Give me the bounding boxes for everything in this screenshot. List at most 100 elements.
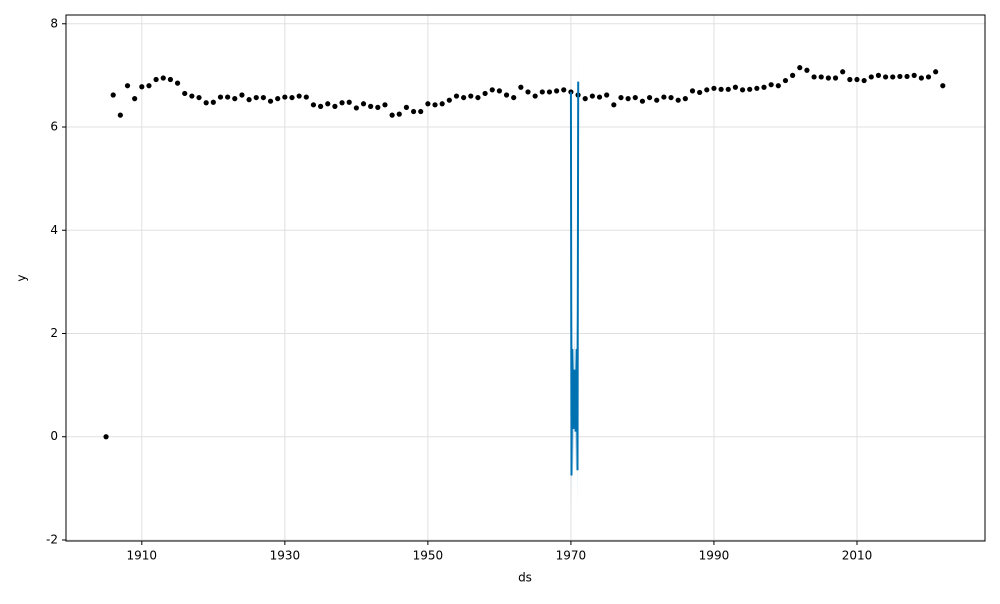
data-point bbox=[368, 103, 374, 109]
data-point bbox=[289, 94, 295, 101]
data-point bbox=[890, 74, 896, 80]
data-point bbox=[818, 74, 824, 80]
data-point bbox=[153, 76, 159, 83]
data-point bbox=[554, 88, 560, 94]
data-point bbox=[403, 104, 410, 110]
data-point bbox=[825, 75, 831, 81]
data-point bbox=[210, 99, 216, 105]
x-tick-label: 1930 bbox=[270, 549, 301, 563]
data-point bbox=[132, 96, 138, 102]
data-point bbox=[739, 87, 746, 93]
data-point bbox=[725, 86, 731, 92]
data-point bbox=[668, 94, 674, 101]
data-point bbox=[239, 92, 245, 98]
data-point bbox=[375, 104, 381, 110]
data-point bbox=[782, 77, 789, 84]
data-point bbox=[661, 94, 667, 100]
data-point bbox=[267, 98, 274, 104]
data-point bbox=[675, 97, 681, 103]
data-point bbox=[790, 72, 796, 78]
data-point bbox=[925, 74, 932, 80]
data-point bbox=[940, 83, 946, 89]
data-point bbox=[525, 89, 531, 95]
data-point bbox=[804, 67, 810, 73]
y-axis-label: y bbox=[15, 274, 29, 281]
data-point bbox=[868, 74, 874, 80]
data-point bbox=[875, 72, 882, 78]
data-point bbox=[646, 94, 653, 101]
data-point bbox=[139, 84, 145, 90]
plot-frame bbox=[65, 14, 986, 542]
data-point bbox=[103, 434, 109, 440]
data-point bbox=[396, 111, 402, 117]
x-tick-label: 1970 bbox=[556, 549, 587, 563]
data-point bbox=[167, 76, 174, 83]
data-point bbox=[911, 72, 917, 78]
data-point bbox=[418, 108, 424, 115]
data-point bbox=[339, 100, 345, 106]
forecast-line bbox=[569, 81, 580, 476]
data-point bbox=[439, 101, 445, 107]
data-point bbox=[775, 83, 781, 89]
data-point bbox=[854, 76, 860, 83]
data-point bbox=[475, 94, 481, 101]
data-point bbox=[518, 84, 524, 90]
y-tick-label: 6 bbox=[50, 120, 58, 134]
data-point bbox=[882, 74, 889, 80]
data-point bbox=[511, 94, 517, 101]
data-point bbox=[897, 73, 903, 80]
data-point bbox=[489, 87, 495, 93]
data-point bbox=[832, 75, 839, 81]
y-tick-label: -2 bbox=[46, 532, 58, 546]
data-point bbox=[732, 84, 739, 90]
data-point bbox=[618, 94, 624, 101]
data-point bbox=[353, 105, 359, 111]
data-point bbox=[303, 94, 309, 100]
data-point bbox=[582, 96, 588, 102]
data-point bbox=[453, 93, 460, 99]
x-tick-label: 1910 bbox=[127, 549, 158, 563]
data-point bbox=[682, 96, 688, 102]
data-point bbox=[625, 96, 631, 102]
data-point bbox=[704, 87, 710, 93]
data-point bbox=[117, 112, 123, 118]
x-axis-label: ds bbox=[518, 571, 532, 585]
data-point bbox=[296, 93, 302, 99]
data-point bbox=[718, 86, 724, 92]
y-tick-label: 0 bbox=[50, 429, 58, 443]
data-point bbox=[232, 96, 238, 102]
data-point bbox=[203, 100, 209, 106]
data-point bbox=[768, 82, 774, 88]
data-point bbox=[561, 87, 567, 93]
data-point bbox=[346, 99, 352, 105]
x-tick-label: 1990 bbox=[699, 549, 730, 563]
data-point bbox=[160, 75, 166, 81]
data-point bbox=[225, 94, 231, 100]
data-point bbox=[189, 93, 195, 99]
data-point bbox=[275, 96, 281, 102]
data-point bbox=[611, 102, 617, 108]
y-tick-label: 4 bbox=[50, 223, 58, 237]
data-point bbox=[654, 97, 660, 103]
data-point bbox=[918, 75, 924, 81]
data-point bbox=[861, 77, 867, 84]
data-point bbox=[260, 94, 266, 101]
data-point bbox=[446, 97, 452, 103]
data-point bbox=[282, 94, 288, 100]
data-point bbox=[461, 94, 467, 101]
data-point bbox=[325, 101, 331, 107]
data-point bbox=[425, 101, 431, 107]
x-tick-label: 1950 bbox=[413, 549, 444, 563]
data-point bbox=[146, 83, 152, 89]
data-point bbox=[217, 94, 224, 100]
data-point bbox=[432, 102, 438, 108]
data-point bbox=[747, 86, 753, 92]
data-point bbox=[933, 69, 939, 75]
data-point bbox=[604, 92, 610, 98]
data-point bbox=[110, 92, 116, 98]
data-point bbox=[847, 76, 853, 83]
data-point bbox=[840, 69, 846, 75]
data-point bbox=[318, 103, 324, 109]
data-point bbox=[546, 89, 553, 95]
